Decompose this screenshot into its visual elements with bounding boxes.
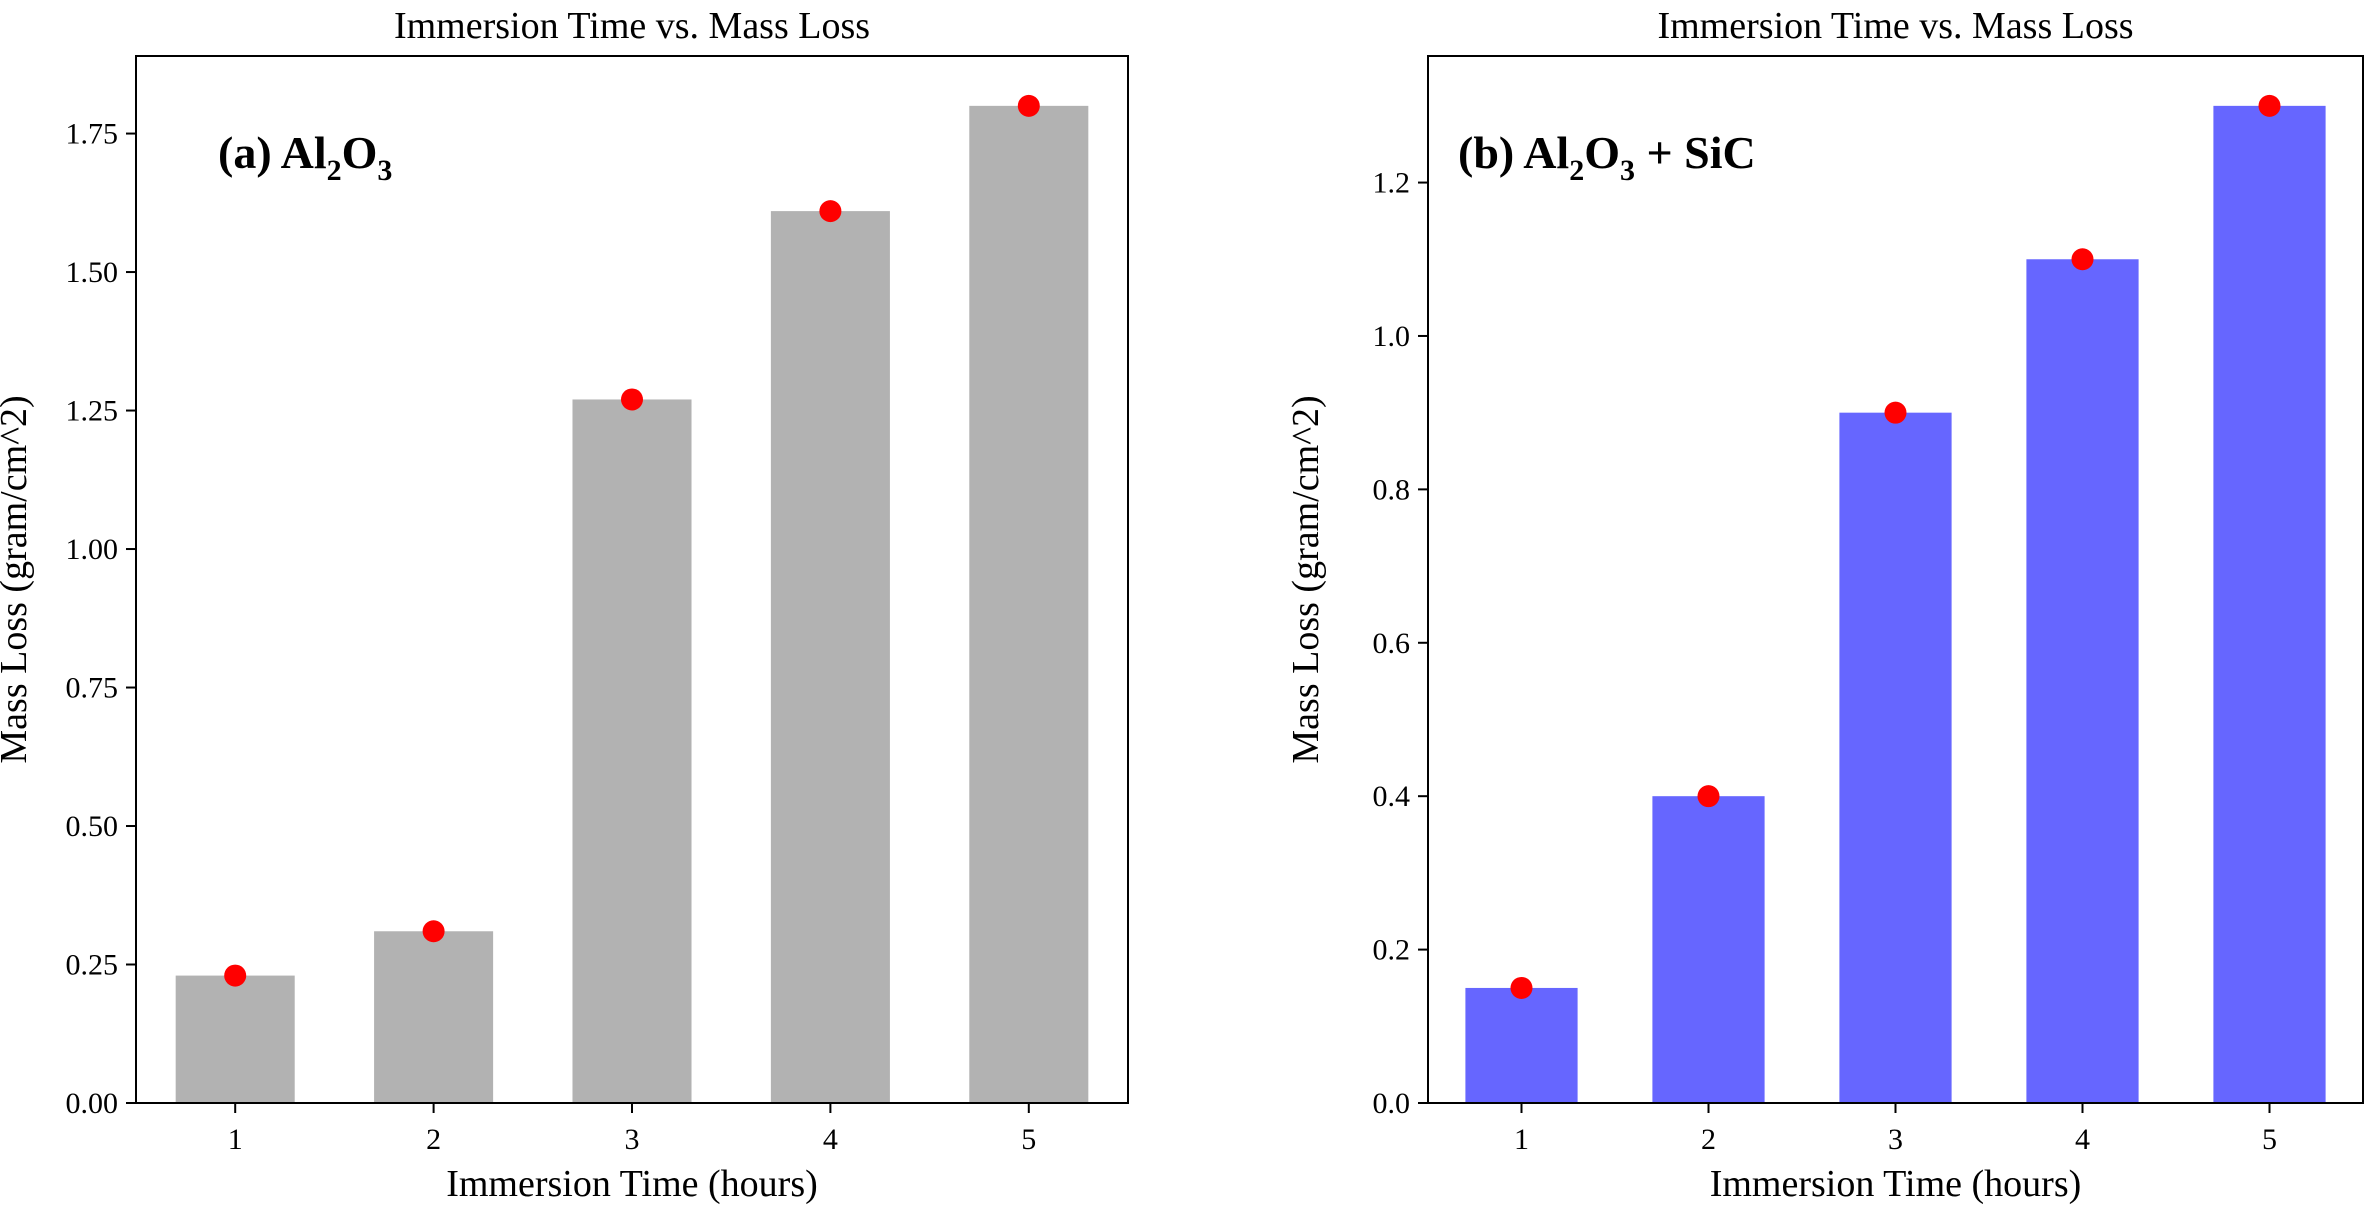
data-point-marker (819, 200, 842, 223)
x-tick-label: 4 (2075, 1123, 2090, 1156)
y-tick-label: 1.00 (66, 533, 119, 566)
y-tick-label: 0.2 (1373, 934, 1411, 967)
bar (1652, 796, 1765, 1103)
data-point-marker (1017, 94, 1040, 117)
annotation-subscript: 2 (327, 154, 342, 187)
bar (175, 975, 295, 1103)
x-axis-label: Immersion Time (hours) (1710, 1163, 2082, 1205)
chart-title: Immersion Time vs. Mass Loss (394, 5, 870, 47)
data-point-marker (422, 920, 445, 943)
x-tick-label: 2 (1701, 1123, 1716, 1156)
annotation-subscript: 2 (1569, 154, 1584, 187)
panel-annotation: (a) Al2O3 (218, 127, 392, 187)
y-tick-label: 1.0 (1373, 320, 1411, 353)
annotation-prefix: (a) (218, 127, 281, 178)
x-tick-label: 1 (1514, 1123, 1529, 1156)
x-tick-label: 1 (228, 1123, 243, 1156)
annotation-subscript: 3 (1620, 154, 1635, 187)
y-tick-label: 0.00 (66, 1087, 119, 1120)
x-tick-label: 2 (426, 1123, 441, 1156)
data-point-marker (2071, 248, 2094, 271)
x-tick-label: 5 (1021, 1123, 1036, 1156)
y-tick-label: 0.4 (1373, 780, 1411, 813)
annotation-text: Al (1523, 127, 1569, 178)
bar (2213, 105, 2326, 1104)
bar (1465, 987, 1578, 1103)
y-tick-label: 0.75 (66, 672, 119, 705)
y-tick-label: 0.6 (1373, 627, 1411, 660)
data-point-marker (1697, 785, 1720, 808)
annotation-prefix: (b) (1458, 127, 1523, 178)
y-tick-label: 0.8 (1373, 473, 1411, 506)
data-point-marker (2258, 94, 2281, 117)
bar (2026, 259, 2139, 1103)
data-point-marker (1884, 401, 1907, 424)
y-tick-label: 1.50 (66, 256, 119, 289)
y-axis-label: Mass Loss (gram/cm^2) (1285, 395, 1327, 763)
y-tick-label: 0.25 (66, 949, 119, 982)
bar (1839, 412, 1952, 1104)
y-tick-label: 1.75 (66, 118, 119, 151)
bar (770, 211, 890, 1104)
y-tick-label: 1.25 (66, 395, 119, 428)
annotation-text: O (1584, 127, 1620, 178)
chart-a: 0.00 0.25 0.50 0.75 1.00 1.25 1.50 1.75 1 2 3 4 5 Imm… (0, 5, 1129, 1205)
annotation-subscript: 3 (377, 154, 392, 187)
chart-b: 0.0 0.2 0.4 0.6 0.8 1.0 1.2 1 2 3 4 5 Immersion Time… (1285, 5, 2364, 1205)
data-point-marker (1510, 976, 1533, 999)
x-tick-label: 3 (1888, 1123, 1903, 1156)
bar (374, 931, 494, 1103)
x-tick-label: 5 (2262, 1123, 2277, 1156)
annotation-text: + SiC (1635, 127, 1756, 178)
y-tick-label: 0.0 (1373, 1087, 1411, 1120)
x-tick-label: 4 (823, 1123, 838, 1156)
annotation-text: Al (281, 127, 327, 178)
y-tick-label: 1.2 (1373, 167, 1411, 200)
data-point-marker (224, 964, 247, 987)
y-axis-label: Mass Loss (gram/cm^2) (0, 395, 35, 763)
annotation-text: O (342, 127, 378, 178)
y-tick-label: 0.50 (66, 810, 119, 843)
panel-annotation: (b) Al2O3 + SiC (1458, 127, 1756, 187)
bar (572, 399, 692, 1103)
x-tick-label: 3 (625, 1123, 640, 1156)
chart-title: Immersion Time vs. Mass Loss (1657, 5, 2133, 47)
bar (969, 105, 1089, 1104)
data-point-marker (621, 388, 643, 411)
x-axis-label: Immersion Time (hours) (446, 1163, 818, 1205)
